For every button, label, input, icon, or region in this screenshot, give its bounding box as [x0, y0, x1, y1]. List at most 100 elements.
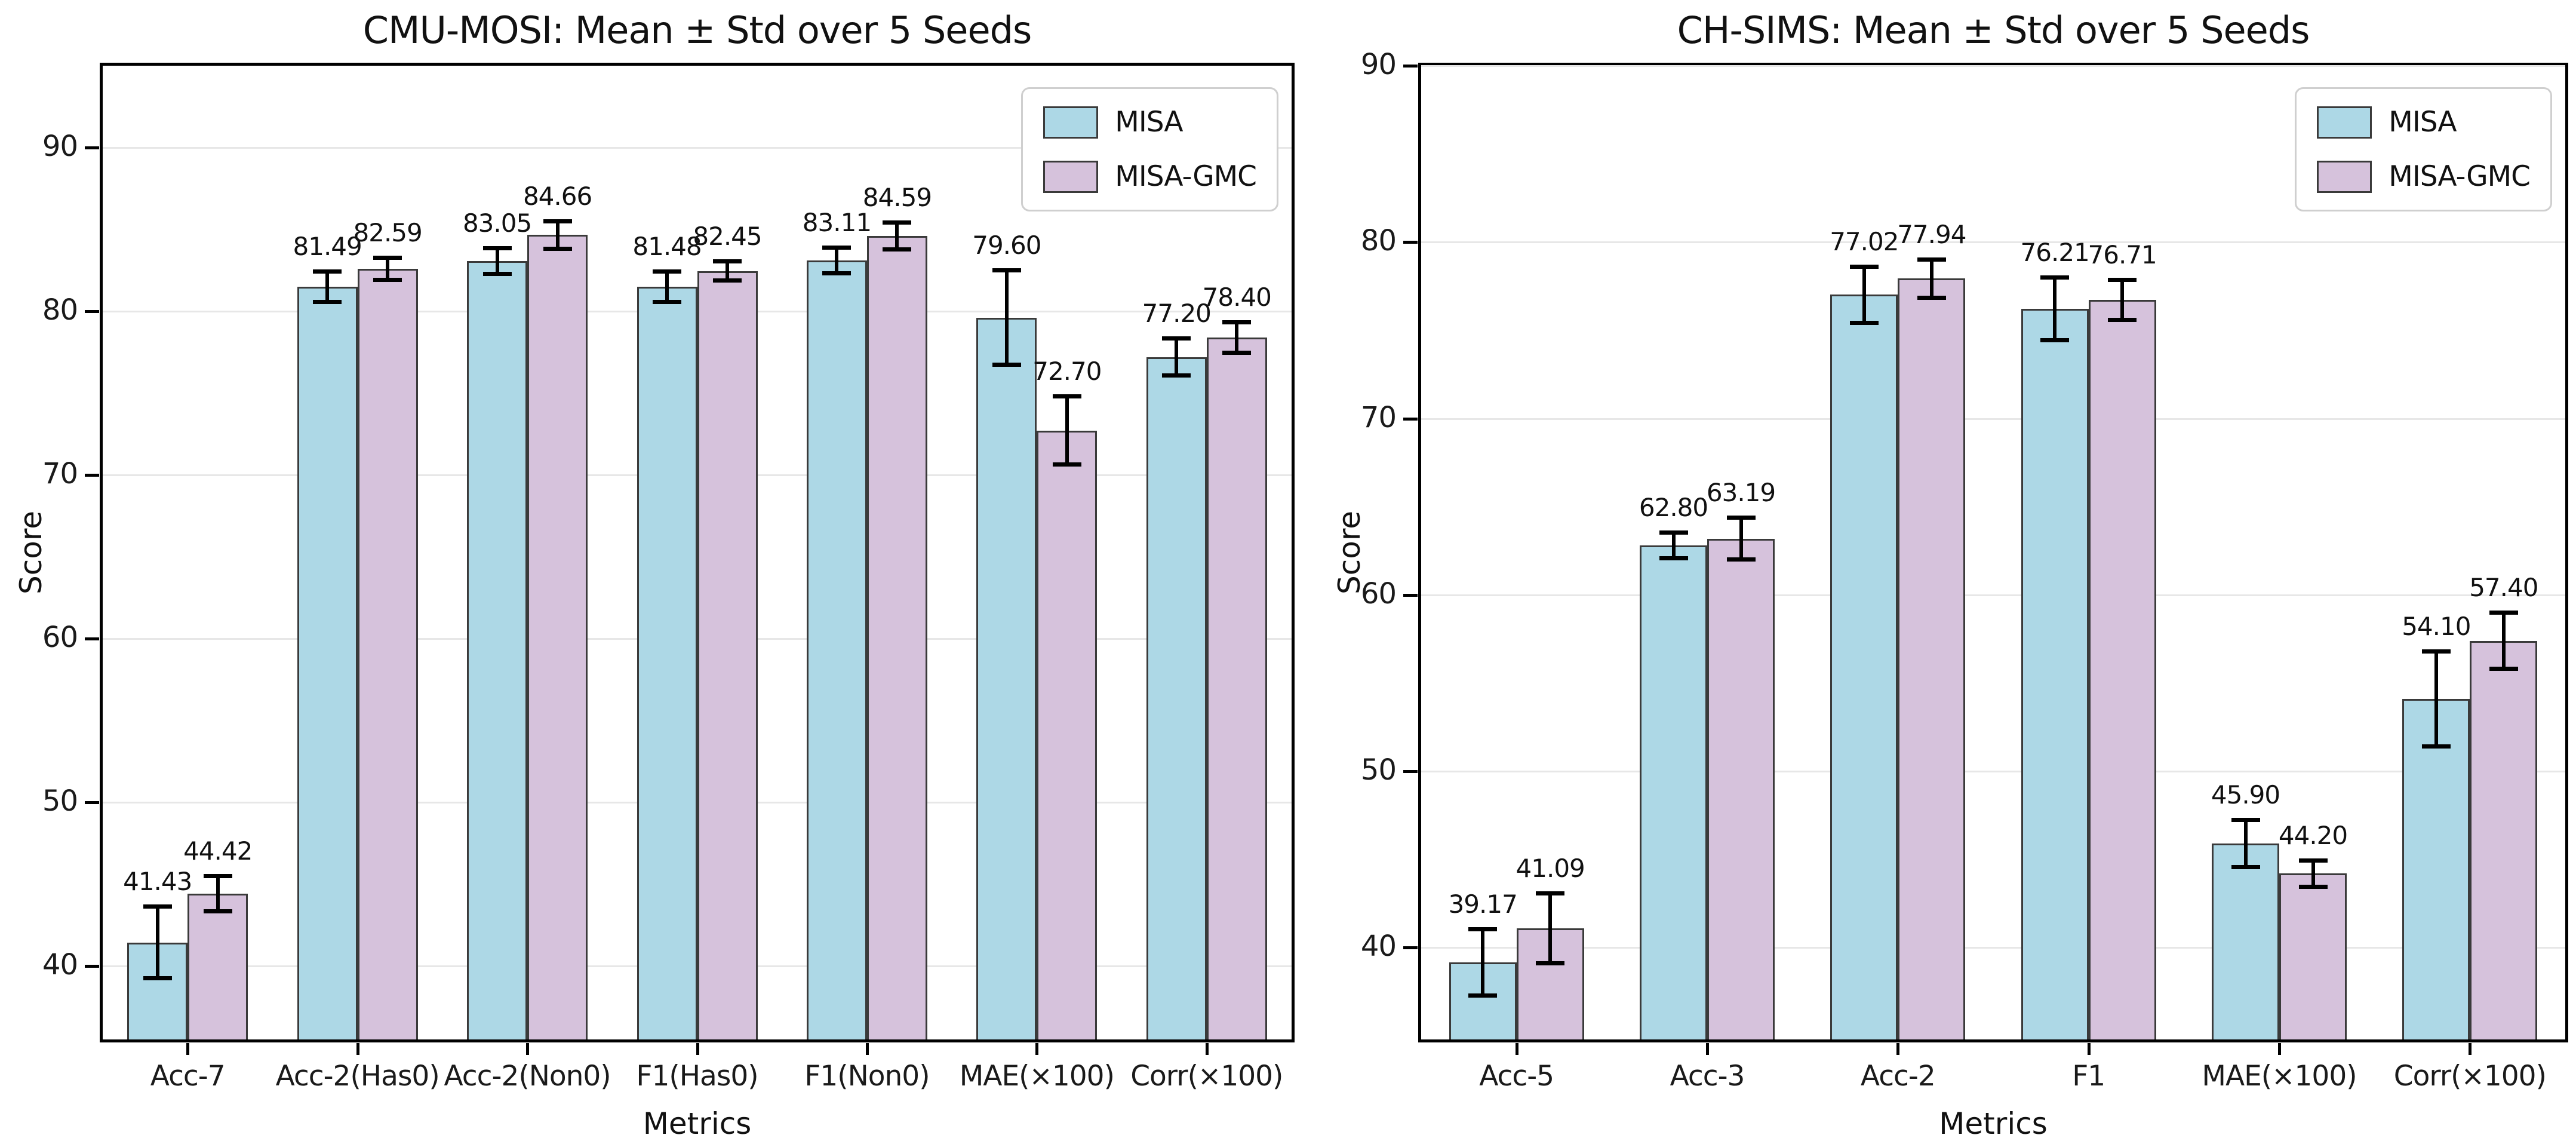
bar-misa-Acc-7 [127, 942, 188, 1039]
y-tick-label: 60 [42, 620, 78, 654]
error-bar-cap-bottom [373, 278, 402, 283]
bar-value-label: 81.48 [632, 232, 702, 262]
x-tick-mark [526, 1043, 530, 1055]
y-tick-mark [85, 473, 99, 477]
bar-misa-gmc-Corr(×100) [1206, 337, 1267, 1039]
y-tick-label: 90 [1360, 48, 1397, 81]
bar-value-label: 82.45 [693, 222, 762, 251]
x-tick-mark [186, 1043, 190, 1055]
x-tick-label: Acc-3 [1670, 1060, 1745, 1093]
bar-misa-MAE(×100) [976, 317, 1037, 1039]
x-tick-mark [1896, 1043, 1900, 1055]
error-bar-cap-bottom [1468, 993, 1498, 998]
bar-misa-F1 [2021, 309, 2089, 1039]
bar-value-label: 77.94 [1897, 219, 1966, 249]
error-bar-cap-bottom [2421, 744, 2451, 749]
gridline-y80 [103, 310, 1292, 312]
bar-value-label: 84.66 [522, 181, 592, 211]
legend-entry-misa: MISA [1043, 106, 1256, 139]
error-bar-cap-bottom [2298, 884, 2328, 889]
y-tick-mark [1403, 65, 1418, 68]
bar-misa-MAE(×100) [2212, 844, 2279, 1039]
x-tick-label: F1(Has0) [636, 1060, 758, 1093]
error-bar-cap-top [653, 269, 681, 274]
error-bar [1065, 396, 1069, 465]
error-bar-cap-bottom [543, 246, 572, 251]
error-bar [155, 906, 159, 979]
legend-entry-misa: MISA [2317, 106, 2530, 139]
error-bar-cap-bottom [203, 909, 232, 913]
bar-value-label: 72.70 [1032, 357, 1102, 387]
bar-misa-gmc-Acc-7 [187, 893, 248, 1039]
bar-misa-Acc-2(Has0) [297, 287, 358, 1039]
error-bar-cap-top [543, 219, 572, 223]
y-tick-mark [85, 964, 99, 968]
error-bar [1235, 321, 1239, 353]
error-bar-cap-bottom [2231, 865, 2260, 870]
bar-value-label: 79.60 [972, 231, 1041, 260]
error-bar [1004, 270, 1009, 366]
error-bar-cap-bottom [653, 300, 681, 305]
gridline-y40 [1421, 947, 2565, 949]
error-bar-cap-bottom [2108, 318, 2137, 323]
error-bar [2053, 277, 2057, 341]
gridline-y90 [103, 146, 1292, 149]
plot-area: MISA MISA-GMC 39.17 41.09 62.80 63.19 77.02 7… [1418, 63, 2568, 1042]
bar-value-label: 76.21 [2020, 238, 2090, 268]
error-bar [1862, 266, 1866, 323]
x-tick-mark [2087, 1043, 2091, 1055]
legend-swatch-misa [1043, 106, 1099, 139]
x-tick-label: Corr(×100) [1130, 1060, 1283, 1093]
chart-title: CMU-MOSI: Mean ± Std over 5 Seeds [362, 8, 1032, 52]
error-bar-cap-bottom [822, 271, 852, 275]
error-bar-cap-bottom [1726, 557, 1756, 562]
bar-value-label: 82.59 [353, 217, 423, 247]
plot-area: MISA MISA-GMC 41.43 44.42 81.49 82.59 83.05 8… [100, 63, 1295, 1042]
y-tick-label: 90 [42, 129, 78, 163]
error-bar [1548, 893, 1553, 964]
bar-misa-gmc-Corr(×100) [2470, 640, 2538, 1039]
y-tick-label: 40 [42, 947, 78, 981]
gridline-y70 [1421, 418, 2565, 420]
bar-misa-Acc-2 [1830, 295, 1898, 1039]
y-tick-mark [1403, 593, 1418, 597]
bar-value-label: 44.42 [183, 836, 253, 866]
error-bar [2501, 612, 2506, 669]
chart-title: CH-SIMS: Mean ± Std over 5 Seeds [1677, 8, 2310, 52]
legend-label: MISA [1115, 106, 1183, 139]
legend-swatch-misa [2317, 106, 2372, 139]
error-bar-cap-top [1726, 516, 1756, 520]
error-bar-cap-top [713, 259, 742, 264]
error-bar-cap-bottom [2040, 338, 2070, 343]
legend-label: MISA-GMC [1115, 160, 1257, 193]
gridline-y40 [103, 965, 1292, 967]
error-bar-cap-top [2231, 818, 2260, 823]
x-tick-label: Acc-2 [1860, 1060, 1936, 1093]
error-bar-cap-top [1659, 530, 1688, 535]
y-tick-mark [85, 309, 99, 313]
x-tick-mark [865, 1043, 869, 1055]
bar-value-label: 63.19 [1706, 478, 1776, 508]
bar-value-label: 83.11 [802, 207, 872, 237]
error-bar [1175, 338, 1179, 376]
error-bar-cap-bottom [1222, 350, 1252, 355]
bar-value-label: 45.90 [2211, 780, 2280, 810]
error-bar-cap-top [1222, 320, 1252, 324]
error-bar [495, 248, 499, 275]
x-tick-mark [1205, 1043, 1209, 1055]
bar-value-label: 41.09 [1516, 854, 1585, 884]
bar-misa-Corr(×100) [2402, 699, 2470, 1039]
bar-value-label: 77.20 [1142, 299, 1212, 329]
legend-swatch-misa-gmc [1043, 160, 1099, 193]
bar-misa-gmc-Acc-5 [1516, 928, 1584, 1039]
bar-misa-gmc-F1 [2088, 300, 2156, 1039]
bar-value-label: 78.40 [1202, 282, 1272, 312]
x-tick-label: Acc-5 [1479, 1060, 1554, 1093]
x-tick-mark [2469, 1043, 2472, 1055]
x-tick-mark [356, 1043, 359, 1055]
x-tick-label: Corr(×100) [2393, 1060, 2547, 1093]
y-tick-mark [1403, 241, 1418, 244]
error-bar-cap-bottom [1659, 556, 1688, 561]
legend: MISA MISA-GMC [1021, 87, 1278, 211]
